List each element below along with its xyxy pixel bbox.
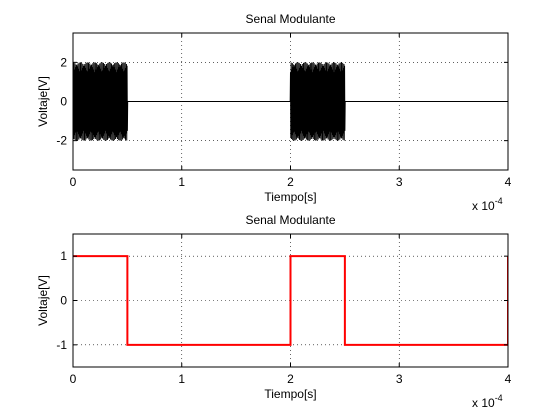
bottom-x-multiplier: x 10-4 [472, 393, 503, 410]
top-ytick-label: 0 [60, 95, 67, 109]
top-xtick-label: 2 [287, 175, 294, 189]
top-xtick-label: 1 [178, 175, 185, 189]
bottom-xlabel: Tiempo[s] [264, 387, 316, 401]
bottom-xtick-label: 4 [505, 372, 512, 386]
bottom-ytick-label: 1 [60, 249, 67, 263]
bottom-ytick-label: -1 [56, 338, 67, 352]
bottom-xtick-label: 2 [287, 372, 294, 386]
top-series-line [73, 62, 508, 141]
bottom-ytick-label: 0 [60, 294, 67, 308]
bottom-xtick-label: 1 [178, 372, 185, 386]
bottom-axes: 0 1 2 3 4 -1 0 1 Senal Modulante Tiempo[s] Voltaje… [36, 213, 512, 410]
top-x-multiplier: x 10-4 [472, 196, 503, 213]
top-ytick-label: -2 [56, 134, 67, 148]
top-title: Senal Modulante [245, 12, 335, 26]
top-ytick-label: 2 [60, 55, 67, 69]
top-xlabel: Tiempo[s] [264, 190, 316, 204]
top-xtick-label: 4 [505, 175, 512, 189]
top-xtick-label: 3 [396, 175, 403, 189]
bottom-ylabel: Voltaje[V] [36, 275, 50, 326]
bottom-xtick-label: 0 [70, 372, 77, 386]
bottom-series-line [73, 255, 508, 346]
top-xtick-label: 0 [70, 175, 77, 189]
bottom-ticks [72, 234, 509, 367]
bottom-xtick-label: 3 [396, 372, 403, 386]
bottom-title: Senal Modulante [245, 213, 335, 227]
top-ticks [72, 33, 509, 170]
top-ylabel: Voltaje[V] [36, 76, 50, 127]
top-axes: 0 1 2 3 4 -2 0 2 Senal Modulante Tiempo[s] Voltaje… [36, 12, 512, 213]
